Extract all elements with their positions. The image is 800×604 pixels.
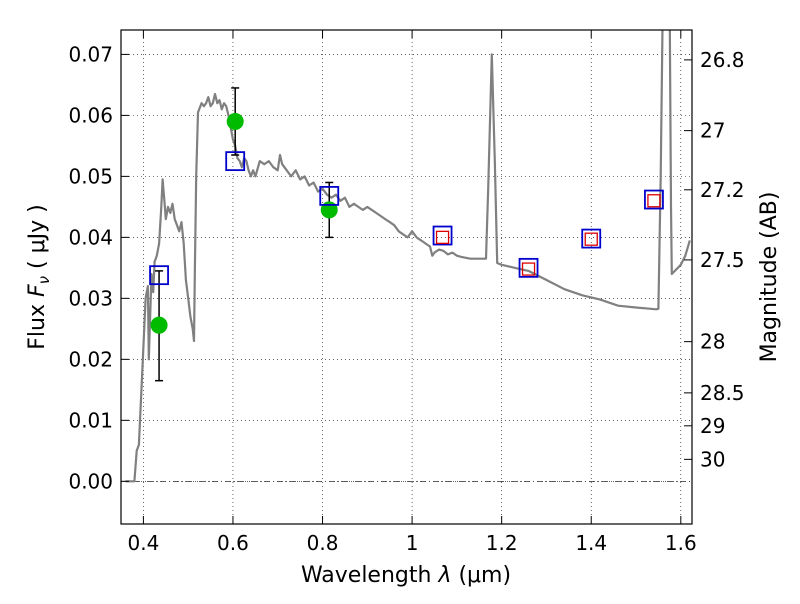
model-photometry-square [225,151,246,172]
x-tick-label: 0.6 [217,531,249,555]
y-tick-label: 0.03 [68,286,113,310]
y-tick-label: 0.06 [68,103,113,127]
y2-tick-label: 28.5 [700,381,745,405]
model-photometry-square [581,228,602,249]
upper-limit-square [521,262,536,276]
upper-limit-square [584,232,598,246]
model-photometry-square [518,257,539,278]
x-axis-label-unit: (μm) [451,563,511,588]
y-tick-label: 0.07 [68,42,113,66]
x-tick-label: 0.8 [307,531,339,555]
y-tick-label: 0.01 [68,408,113,432]
y-axis-label-subscript: ν [35,276,53,284]
y-axis-label-text: Flux [25,297,50,350]
x-axis-label: Wavelength λ (μm) [301,563,511,588]
y2-tick-label: 29 [700,414,725,438]
plot-background [121,30,692,524]
upper-limit-square [435,230,450,245]
y-tick-label: 0.04 [68,225,113,249]
plot-area [125,30,691,483]
model-photometry-square [432,225,453,246]
observed-flux-point [320,201,338,219]
model-photometry-square [644,189,664,210]
y-tick-label: 0.05 [68,164,113,188]
model-photometry-square [319,185,340,206]
upper-limit-square [647,194,661,208]
sed-model-line [125,30,691,483]
x-tick-label: 1.2 [486,531,518,555]
y2-tick-label: 26.8 [700,48,745,72]
x-axis-label-text: Wavelength [301,563,439,588]
model-photometry-square [149,265,169,286]
x-tick-label: 1.6 [665,531,697,555]
y2-tick-label: 27.2 [700,178,745,202]
y-axis-label-unit: ( μJy ) [25,204,50,276]
y-tick-label: 0.02 [68,347,113,371]
observed-flux-point [150,316,168,334]
y-tick-label: 0.00 [68,469,113,493]
y2-tick-label: 30 [700,447,725,471]
y2-tick-label: 27.5 [700,248,745,272]
observed-flux-point [226,112,244,130]
y-axis-label-symbol: F [25,284,50,297]
y2-axis-label: Magnitude (AB) [757,192,782,363]
axes: 0.4 0.6 0.8 1 1.2 1.4 1.6 0.00 0.01 0.02 0.03 0.04 0… [68,30,745,555]
plot-frame [120,29,693,525]
y2-tick-label: 28 [700,330,725,354]
x-tick-label: 0.4 [127,531,159,555]
x-axis-label-symbol: λ [437,563,451,588]
y2-tick-label: 27 [700,119,725,143]
x-tick-label: 1.4 [575,531,607,555]
y-axis-label: Flux Fν ( μJy ) [25,204,53,349]
x-tick-label: 1 [406,531,419,555]
